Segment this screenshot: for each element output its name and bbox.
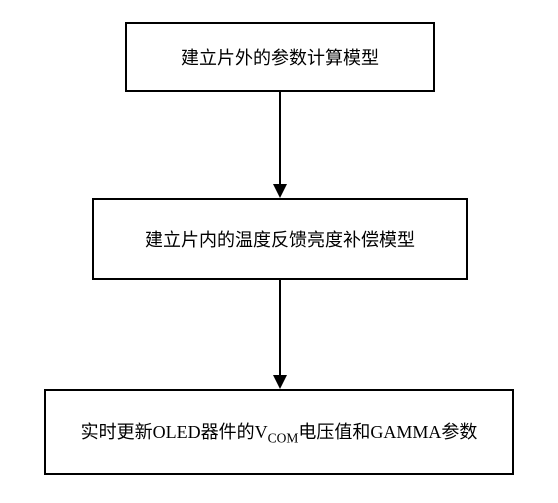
flowchart-arrow-1-line (279, 92, 281, 184)
flowchart-arrow-2-head (273, 375, 287, 389)
flowchart-node-1: 建立片外的参数计算模型 (125, 22, 435, 92)
flowchart-arrow-2-line (279, 280, 281, 375)
flowchart-node-2: 建立片内的温度反馈亮度补偿模型 (92, 198, 468, 280)
flowchart-node-3: 实时更新OLED器件的VCOM电压值和GAMMA参数 (44, 389, 514, 475)
flowchart-node-2-label: 建立片内的温度反馈亮度补偿模型 (145, 226, 415, 252)
flowchart-container: 建立片外的参数计算模型 建立片内的温度反馈亮度补偿模型 实时更新OLED器件的V… (0, 0, 558, 503)
flowchart-arrow-1-head (273, 184, 287, 198)
flowchart-node-3-label: 实时更新OLED器件的VCOM电压值和GAMMA参数 (81, 418, 478, 447)
flowchart-node-1-label: 建立片外的参数计算模型 (181, 44, 379, 70)
